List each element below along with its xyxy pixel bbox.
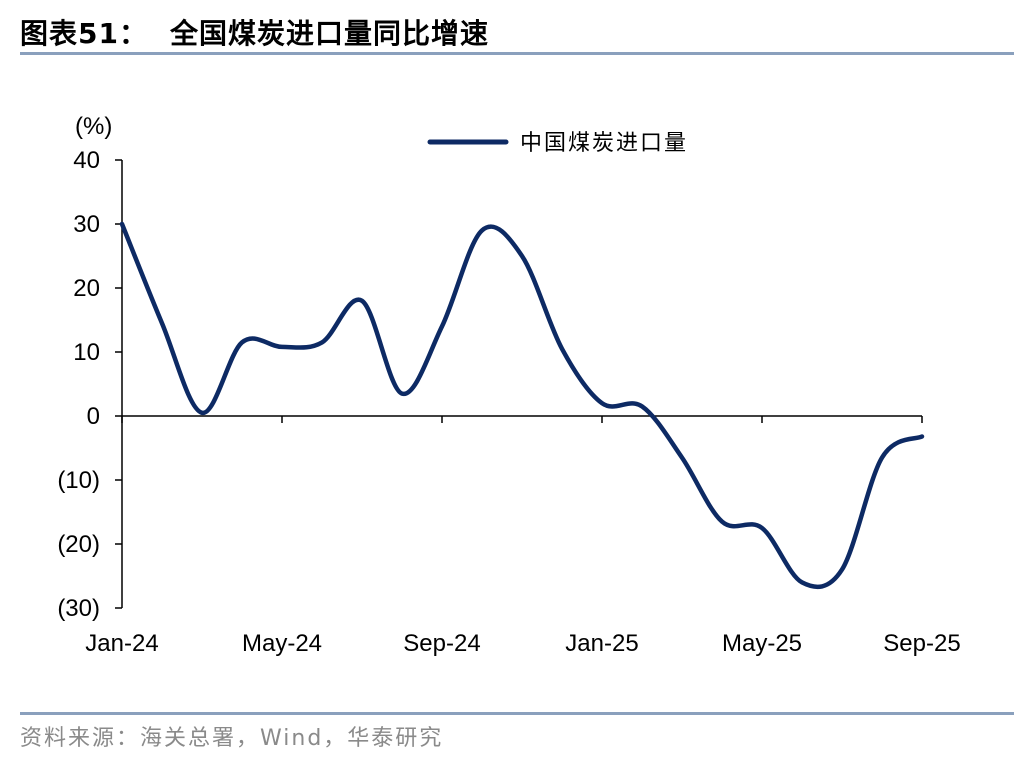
y-tick-label: 40 <box>73 147 100 174</box>
x-tick-label: Jan-25 <box>565 630 638 657</box>
x-tick-label: Sep-24 <box>403 630 480 657</box>
line-chart: (%) 40 30 20 10 0 (10) (20) (30) Jan-24 May-24 Se… <box>57 113 961 657</box>
y-axis: 40 30 20 10 0 (10) (20) (30) <box>57 147 123 622</box>
title-divider <box>20 52 1014 55</box>
x-tick-label: Jan-24 <box>85 630 158 657</box>
figure-title: 全国煤炭进口量同比增速 <box>169 17 489 50</box>
legend-label: 中国煤炭进口量 <box>520 131 688 156</box>
y-tick-label: 30 <box>73 211 100 238</box>
x-tick-label: May-25 <box>722 630 802 657</box>
figure-label: 图表51： <box>20 17 148 50</box>
y-tick-label: (10) <box>57 467 100 494</box>
source-note: 资料来源：海关总署，Wind，华泰研究 <box>20 726 444 751</box>
y-tick-label: (20) <box>57 531 100 558</box>
chart-title: 图表51： 全国煤炭进口量同比增速 <box>20 12 489 52</box>
series-layer <box>119 221 925 590</box>
x-axis: Jan-24 May-24 Sep-24 Jan-25 May-25 Sep-25 <box>85 415 961 657</box>
y-tick-label: (30) <box>57 595 100 622</box>
y-tick-label: 20 <box>73 275 100 302</box>
y-tick-label: 0 <box>87 403 100 430</box>
legend: 中国煤炭进口量 <box>427 131 688 156</box>
series-line <box>119 221 925 590</box>
footer-divider <box>20 712 1014 715</box>
y-axis-unit-label: (%) <box>75 113 112 140</box>
x-tick-label: May-24 <box>242 630 322 657</box>
x-tick-label: Sep-25 <box>883 630 960 657</box>
y-tick-label: 10 <box>73 339 100 366</box>
